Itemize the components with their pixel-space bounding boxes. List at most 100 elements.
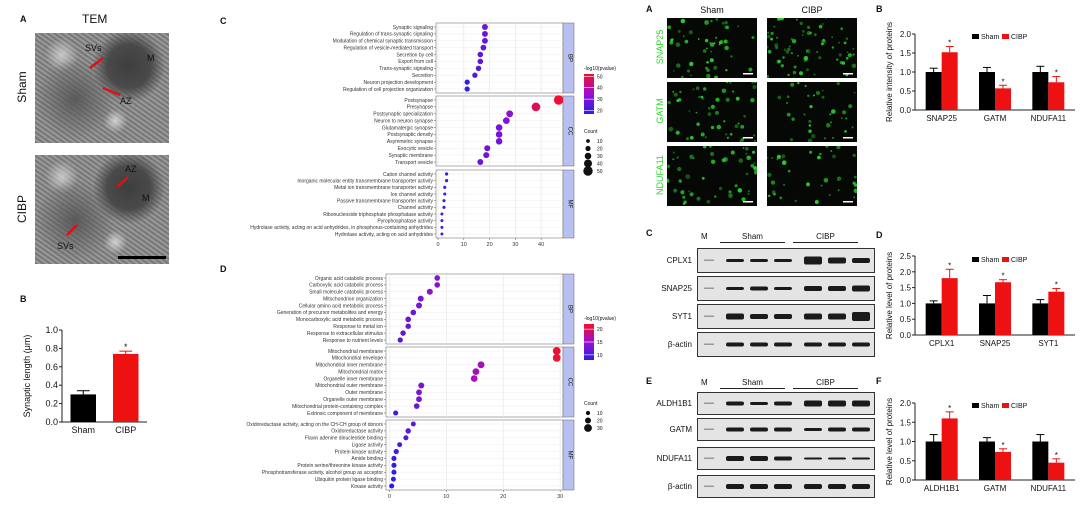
bands [704,427,870,432]
cell [721,88,727,94]
cell [785,50,790,54]
cell [726,82,729,84]
term-label: Amide binding [351,456,383,462]
cell [740,124,745,129]
blot-strip [697,276,875,301]
dot [481,37,488,44]
term-label: Response to extracellular stimulus [307,331,384,337]
cell [852,48,855,50]
term-label: Passive transmembrane transporter activi… [337,198,434,204]
cell [767,172,772,177]
cell [787,73,790,77]
cell [725,133,728,136]
term-label: Ribonucleoside triphosphate phosphatase … [323,212,433,218]
group-label-cibp: CIBP [816,232,835,241]
facet-label: MF [567,451,573,460]
size-legend-label: 30 [597,426,603,432]
cell [841,61,846,65]
term-label: Presynapse [407,105,434,111]
annotation-m: M [142,193,150,203]
dot [483,152,490,159]
x-tick-label: 10 [443,494,449,500]
colorbar-title: -log10(pvalue) [584,316,616,322]
cell-signal [667,18,755,78]
cell [853,188,857,194]
bands [704,312,870,321]
size-legend-dot [585,417,591,424]
term-label: Trans-synaptic signaling [379,66,433,72]
marker-band [704,259,714,261]
dot [410,309,417,316]
cell [797,54,799,57]
cell [780,64,784,68]
group-label-sham: Sham [742,378,763,387]
panel-label-c-right: C [646,228,653,238]
blot-row-label: CPLX1 [666,255,692,265]
x-tick-label: 30 [512,242,518,248]
legend-swatch [1002,403,1009,408]
cell [770,31,774,35]
term-label: Outer membrane [345,390,383,396]
fluo-col-header-cibp: CIBP [801,5,823,15]
term-label: Regulation of trans-synaptic signaling [350,32,433,38]
dot [405,323,411,329]
protein-band [852,400,870,407]
term-label: Ion channel activity [390,192,433,198]
cell [844,130,847,133]
protein-band [828,457,846,460]
cell [782,56,785,59]
dot [495,124,503,131]
term-label: Regulation of cell projection organizati… [343,87,433,93]
significance-mark: * [948,39,951,48]
cell [788,45,791,48]
bar [925,441,942,480]
cell [706,47,708,50]
bar [925,72,942,110]
cell [730,55,733,58]
cell [767,156,769,159]
facet-panel [385,419,564,491]
protein-band [852,427,870,432]
cell [672,158,675,161]
cell [704,136,707,139]
cell [706,61,709,64]
dot [484,145,491,152]
term-label: Phosphotransferase activity, alcohol gro… [262,470,383,476]
term-label: Postsynaptic density [387,132,433,138]
term-label: Mitochondrial envelope [332,356,384,362]
group-label-sham: Sham [742,232,763,241]
cell [728,190,732,194]
protein-band [750,342,768,347]
cell [752,150,756,154]
cell [675,130,680,135]
cell [707,112,712,116]
protein-band [726,401,744,406]
cell [678,179,682,183]
cell [831,46,835,49]
significance-mark: * [948,261,951,270]
protein-band [726,427,744,432]
bar [1032,441,1049,480]
dot [440,232,444,236]
cell [845,37,849,40]
size-legend-dot [585,410,591,416]
cell [748,67,753,72]
fluo-col-header-sham: Sham [700,5,724,15]
term-label: Glutamatergic synapse [382,125,433,131]
protein-band [852,312,870,321]
size-legend-dot [585,145,591,152]
bar [941,278,958,335]
cell [754,172,757,175]
legend-label: Sham [981,403,999,410]
dot [393,448,399,455]
term-label: Channel activity [398,205,434,211]
dot [416,302,423,309]
dot [405,428,411,434]
cell [703,146,707,149]
cell [813,73,816,76]
cell [707,107,711,110]
arrow-svs [66,224,78,236]
cell [725,25,730,30]
legend-label: Sham [981,257,999,264]
red-arrows [66,176,166,259]
